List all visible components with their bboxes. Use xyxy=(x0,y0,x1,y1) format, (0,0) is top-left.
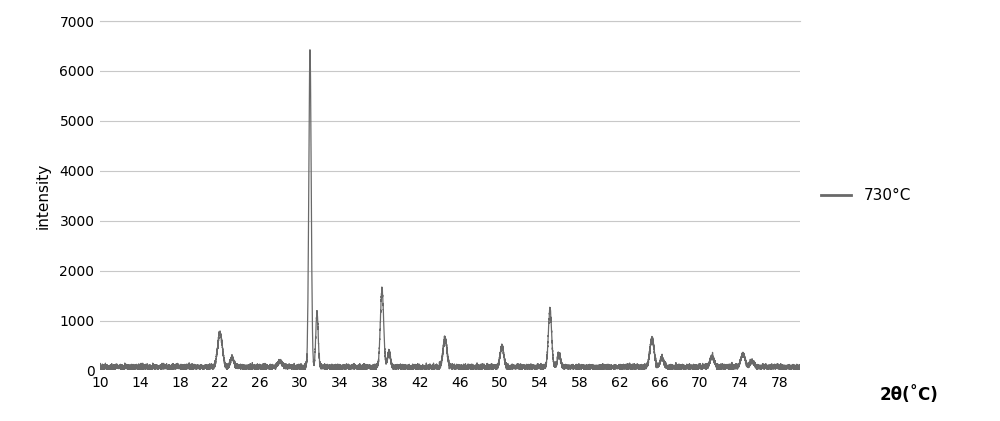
Y-axis label: intensity: intensity xyxy=(36,163,51,229)
Legend: 730°C: 730°C xyxy=(815,182,917,209)
Text: 2θ(˚C): 2θ(˚C) xyxy=(880,386,939,404)
